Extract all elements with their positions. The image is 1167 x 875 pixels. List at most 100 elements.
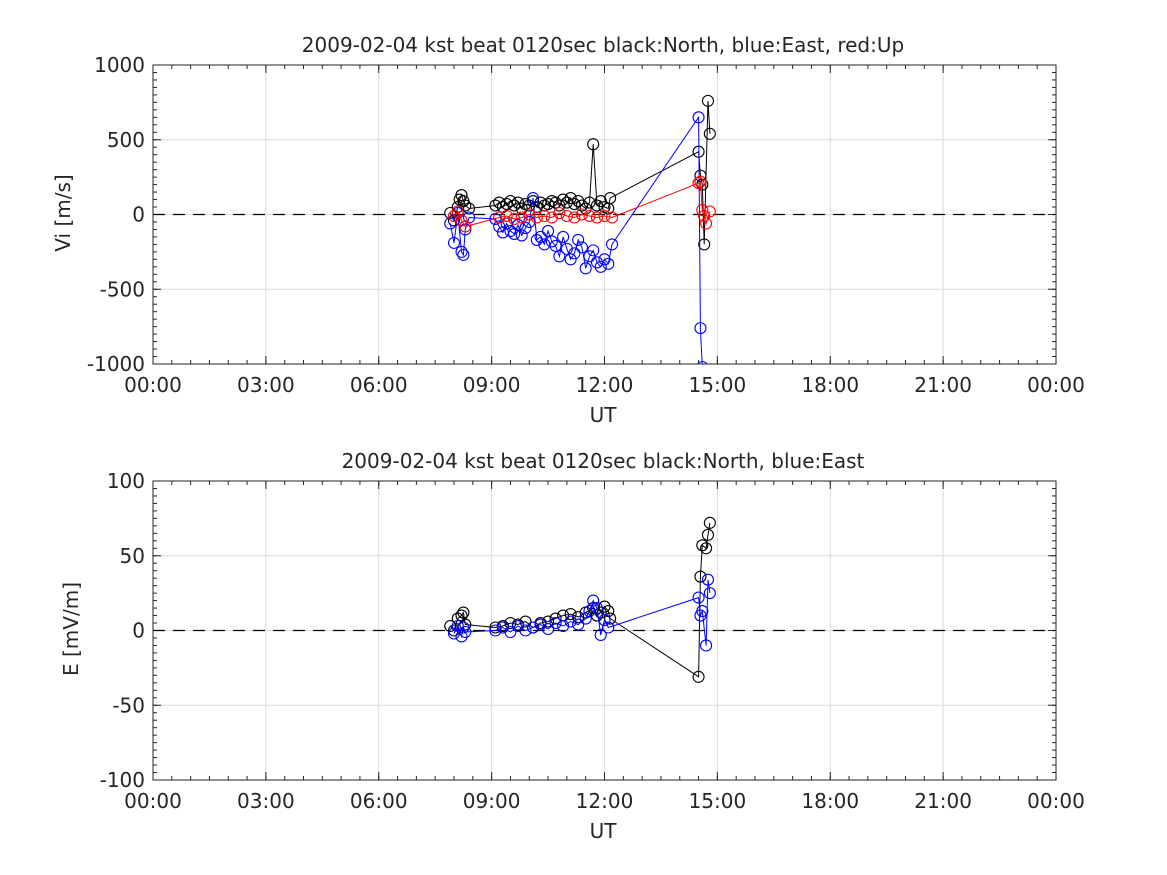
x-tick-label: 15:00 (689, 373, 747, 397)
data-point-east (489, 624, 502, 637)
data-point-east (701, 573, 715, 586)
chart-title: 2009-02-04 kst beat 0120sec black:North,… (342, 449, 865, 473)
data-point-north (579, 202, 592, 215)
x-tick-label: 00:00 (124, 789, 182, 813)
data-point-east (557, 230, 570, 243)
data-point-north (515, 202, 528, 215)
data-point-up (530, 211, 543, 224)
data-point-east (694, 322, 707, 335)
y-tick-label: 100 (107, 469, 145, 493)
data-point-up (447, 209, 461, 223)
data-point-east (575, 241, 588, 254)
data-point-east (545, 235, 558, 248)
data-point-north (542, 615, 555, 628)
data-point-east (583, 605, 596, 618)
data-point-north (489, 621, 502, 634)
data-point-east (572, 233, 585, 246)
data-point-east (493, 220, 506, 233)
data-point-north (590, 199, 604, 212)
data-point-east (519, 624, 532, 637)
data-point-north (519, 615, 532, 628)
data-point-east (451, 619, 464, 633)
data-point-east (534, 618, 547, 631)
y-tick-label: -50 (112, 693, 145, 717)
data-point-north (703, 516, 716, 529)
data-point-up (575, 208, 588, 221)
data-point-east (504, 224, 517, 237)
data-point-up (545, 211, 558, 224)
data-point-north (526, 194, 540, 208)
y-tick-label: 1000 (94, 53, 145, 77)
data-point-east (579, 262, 592, 275)
data-point-north (598, 600, 611, 613)
x-axis-label: UT (590, 819, 618, 843)
data-point-north (698, 238, 711, 251)
data-point-up (459, 220, 472, 233)
data-point-north (511, 196, 525, 209)
data-point-east (572, 618, 585, 631)
data-point-north (523, 199, 536, 212)
x-tick-label: 18:00 (801, 373, 859, 397)
y-tick-label: 0 (132, 203, 145, 227)
data-point-up (538, 209, 551, 223)
data-point-north (568, 197, 581, 211)
data-point-east (692, 591, 705, 604)
data-point-east (568, 247, 581, 260)
data-point-east (455, 630, 468, 643)
data-point-north (594, 194, 607, 208)
data-point-east (590, 602, 604, 615)
data-point-east (605, 238, 619, 251)
data-point-east (700, 639, 713, 652)
data-point-up (568, 211, 581, 224)
y-tick-label: -500 (100, 277, 145, 301)
data-point-up (493, 211, 506, 224)
data-point-north (455, 189, 468, 202)
data-point-north (700, 542, 713, 555)
data-point-north (694, 570, 707, 583)
data-point-east (526, 621, 540, 634)
y-axis-label: E [mV/m] (59, 582, 83, 676)
x-tick-label: 15:00 (689, 789, 747, 813)
data-point-north (462, 202, 476, 215)
chart-title: 2009-02-04 kst beat 0120sec black:North,… (302, 33, 904, 57)
data-point-north (549, 612, 562, 625)
data-point-north (692, 670, 705, 683)
data-point-up (455, 214, 468, 227)
data-point-north (457, 606, 470, 619)
data-point-east (526, 192, 540, 205)
x-tick-label: 00:00 (1027, 373, 1085, 397)
data-point-east (549, 616, 562, 630)
data-point-east (523, 215, 536, 229)
y-axis-label: Vi [m/s] (51, 174, 75, 251)
x-tick-label: 06:00 (350, 789, 408, 813)
x-axis-label: UT (590, 403, 618, 427)
series-line-north (449, 522, 711, 678)
data-layer (444, 94, 716, 364)
x-tick-label: 18:00 (801, 789, 859, 813)
series-line-up (453, 180, 711, 228)
data-point-north (703, 127, 716, 140)
data-point-up (560, 209, 573, 223)
data-point-east (444, 217, 457, 230)
x-tick-label: 09:00 (463, 789, 521, 813)
data-point-east (587, 244, 600, 257)
data-point-east (519, 221, 532, 235)
data-point-north (575, 199, 588, 212)
data-point-east (692, 111, 705, 124)
x-tick-label: 06:00 (350, 373, 408, 397)
data-point-east (587, 594, 600, 607)
data-point-north (557, 193, 570, 206)
data-point-east (459, 625, 472, 639)
data-point-east (594, 628, 607, 642)
data-point-east (496, 621, 509, 634)
data-point-east (598, 253, 611, 266)
data-point-east (703, 587, 716, 600)
axes-box (152, 480, 1057, 781)
data-point-east (447, 236, 461, 249)
data-point-up (523, 208, 536, 221)
x-tick-label: 12:00 (576, 789, 634, 813)
data-point-north (587, 138, 600, 151)
data-point-north (553, 199, 566, 212)
data-point-north (701, 94, 715, 107)
